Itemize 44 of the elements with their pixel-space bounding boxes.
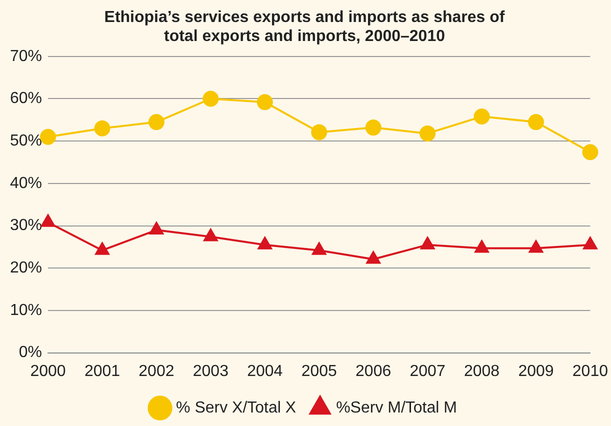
point <box>149 222 164 235</box>
y-tick-label: 40% <box>10 174 42 192</box>
x-tick-label: 2002 <box>138 362 174 380</box>
x-tick-label: 2005 <box>301 362 338 380</box>
point <box>474 108 490 125</box>
y-tick-label: 70% <box>10 48 42 65</box>
point <box>94 120 110 136</box>
x-tick-label: 2003 <box>192 362 229 380</box>
y-tick-label: 0% <box>18 344 42 362</box>
legend-label: % Serv X/Total X <box>176 399 296 416</box>
point <box>365 120 382 136</box>
point <box>528 114 544 130</box>
point <box>40 214 56 227</box>
y-tick-label: 20% <box>10 260 42 277</box>
point <box>582 144 598 160</box>
legend-label: %Serv M/Total M <box>336 399 457 416</box>
y-tick-label: 50% <box>10 132 42 150</box>
x-tick-label: 2006 <box>356 362 392 380</box>
x-tick-label: 2009 <box>518 362 554 380</box>
point <box>312 242 326 255</box>
point <box>474 240 489 253</box>
x-tick-label: 2010 <box>572 362 608 380</box>
point <box>311 124 328 140</box>
chart-title: Ethiopia’s services exports and imports as shares of total exports and imports, 2000–2010 <box>104 9 506 46</box>
point <box>420 236 435 250</box>
point <box>40 128 56 145</box>
x-tick-label: 2001 <box>84 362 120 380</box>
x-tick-label: 2008 <box>464 362 500 380</box>
point <box>202 90 219 107</box>
y-tick-label: 30% <box>10 217 42 234</box>
x-tick-label: 2004 <box>247 362 283 380</box>
point <box>148 114 164 130</box>
y-tick-label: 60% <box>10 90 42 108</box>
y-tick-label: 10% <box>10 302 42 319</box>
point <box>258 236 272 250</box>
point <box>204 228 218 242</box>
x-tick-label: 2000 <box>30 362 66 380</box>
point <box>95 242 110 255</box>
point <box>528 240 544 253</box>
x-tick-label: 2007 <box>410 362 446 380</box>
point <box>366 251 380 264</box>
point <box>583 236 598 250</box>
point <box>420 125 436 142</box>
point <box>256 94 273 110</box>
